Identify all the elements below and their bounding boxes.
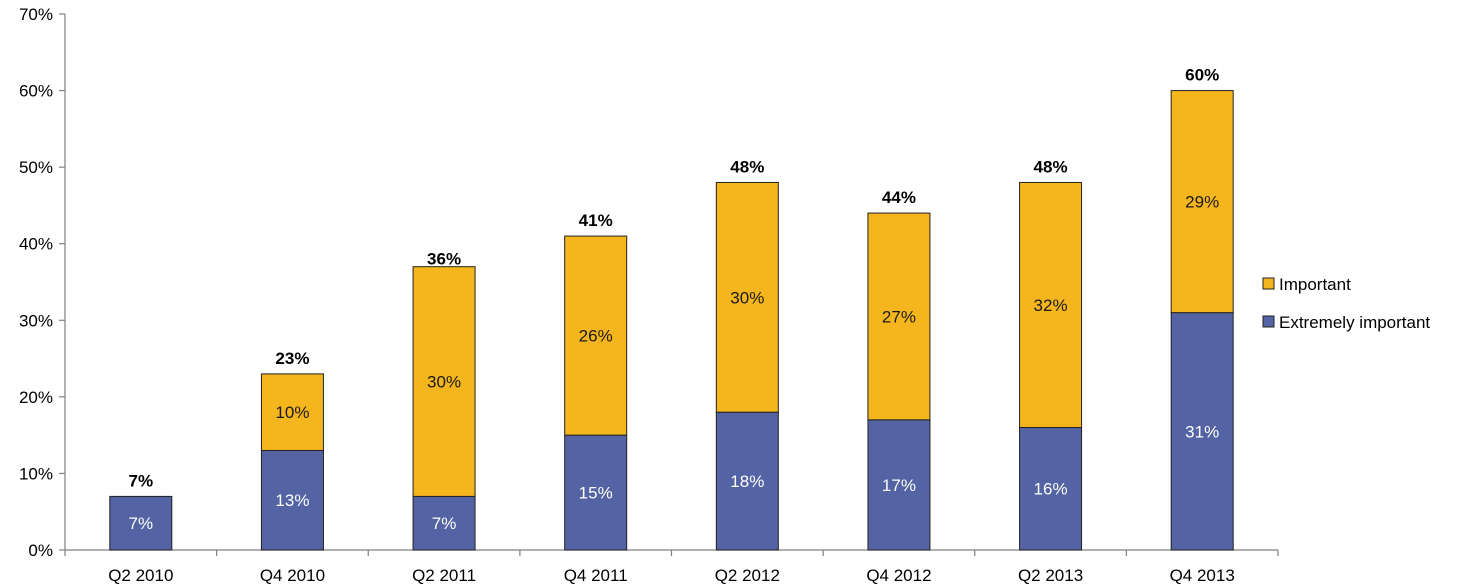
legend: Important Extremely important (1262, 275, 1430, 332)
y-tick-label: 10% (19, 464, 53, 483)
bar-segment-extremely-important (1019, 426, 1083, 551)
bar-segment-extremely-important (260, 449, 324, 551)
segment-value-label: 29% (1185, 193, 1219, 212)
total-value-label: 44% (882, 188, 916, 207)
y-tick-label: 70% (19, 5, 53, 24)
total-value-label: 60% (1185, 66, 1219, 85)
bar-segment-extremely-important (1170, 312, 1234, 551)
segment-value-label: 27% (882, 307, 916, 326)
x-category-label: Q2 2013 (1018, 566, 1083, 585)
bar-segment-important (1019, 181, 1083, 428)
segment-value-label: 16% (1034, 480, 1068, 499)
total-value-label: 48% (1034, 157, 1068, 176)
segment-value-label: 15% (579, 484, 613, 503)
segment-value-label: 30% (427, 373, 461, 392)
bar-segment-important (564, 235, 628, 436)
segment-value-label: 31% (1185, 422, 1219, 441)
x-category-label: Q4 2011 (564, 566, 628, 585)
total-value-label: 48% (730, 157, 764, 176)
segment-value-label: 7% (432, 514, 457, 533)
segment-value-label: 7% (129, 514, 154, 533)
bar-segment-important (412, 266, 476, 497)
segment-value-label: 10% (275, 403, 309, 422)
bar-segment-extremely-important (715, 411, 779, 551)
bar-segment-important (260, 373, 324, 451)
total-value-label: 23% (275, 349, 309, 368)
y-tick-label: 30% (19, 311, 53, 330)
y-tick-label: 40% (19, 235, 53, 254)
segment-value-label: 32% (1034, 296, 1068, 315)
legend-swatch (1262, 315, 1275, 328)
x-category-label: Q4 2012 (866, 566, 931, 585)
bars: 7% 7% 13% 10% 23% 7% 30% 36% 15% 26% 41% 18% 30% 48% 1… (109, 66, 1234, 551)
y-tick-label: 20% (19, 388, 53, 407)
bar-segment-important (1170, 90, 1234, 314)
legend-swatch (1262, 277, 1275, 290)
segment-value-label: 13% (275, 491, 309, 510)
x-category-label: Q2 2010 (108, 566, 173, 585)
bar-segment-extremely-important (412, 495, 476, 551)
x-axis: Q2 2010 Q4 2010 Q2 2011 Q4 2011 Q2 2012 Q4 20… (64, 549, 1279, 585)
segment-value-label: 26% (579, 327, 613, 346)
total-value-label: 36% (427, 249, 461, 268)
y-tick-label: 0% (28, 541, 53, 560)
bar-segment-extremely-important (867, 419, 931, 551)
y-axis: 0% 10% 20% 30% 40% 50% 60% 70% (19, 5, 66, 560)
segment-value-label: 17% (882, 476, 916, 495)
legend-label: Important (1279, 275, 1351, 294)
y-tick-label: 50% (19, 158, 53, 177)
segment-value-label: 30% (730, 288, 764, 307)
x-category-label: Q4 2010 (260, 566, 325, 585)
segment-value-label: 18% (730, 472, 764, 491)
bar-segment-extremely-important (564, 434, 628, 551)
y-tick-label: 60% (19, 82, 53, 101)
x-category-label: Q4 2013 (1170, 566, 1235, 585)
x-category-label: Q2 2012 (715, 566, 780, 585)
legend-label: Extremely important (1279, 313, 1430, 332)
bar-segment-important (715, 181, 779, 413)
bar-segment-important (867, 212, 931, 421)
total-value-label: 7% (129, 471, 154, 490)
total-value-label: 41% (579, 211, 613, 230)
bar-segment-extremely-important (109, 495, 173, 551)
x-category-label: Q2 2011 (412, 566, 476, 585)
